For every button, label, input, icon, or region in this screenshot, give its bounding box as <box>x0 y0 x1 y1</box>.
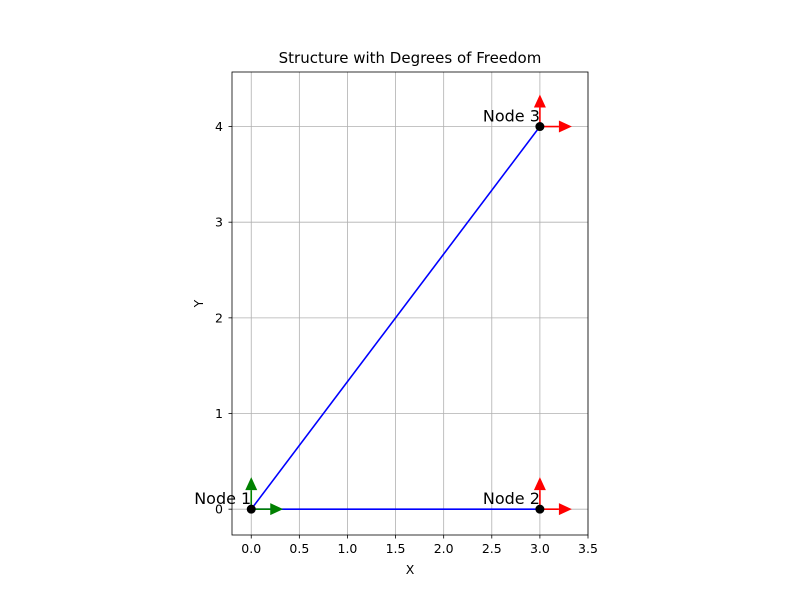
node-marker <box>535 122 545 132</box>
chart-title: Structure with Degrees of Freedom <box>279 49 542 67</box>
node-marker <box>246 504 256 514</box>
dof-arrow-head-x <box>558 120 572 133</box>
structure-elements <box>250 126 541 510</box>
x-tick-label: 2.0 <box>434 541 454 556</box>
axis-ticks: 0.0 0.5 1.0 1.5 2.0 2.5 3.0 3.5 0 1 2 3 4 <box>215 119 598 556</box>
x-tick-label: 0.0 <box>241 541 261 556</box>
x-tick-label: 2.5 <box>482 541 502 556</box>
dof-arrow-head-x <box>270 503 284 516</box>
node-label: Node 2 <box>483 489 540 508</box>
dof-arrows <box>245 94 572 516</box>
y-tick-label: 3 <box>215 215 223 230</box>
x-tick-label: 3.0 <box>530 541 550 556</box>
structure-element-line <box>250 126 541 510</box>
x-tick-label: 3.5 <box>578 541 598 556</box>
x-tick-label: 0.5 <box>289 541 309 556</box>
node-labels: Node 1 Node 2 Node 3 <box>194 107 540 509</box>
x-axis-label: X <box>406 562 415 577</box>
y-tick-label: 0 <box>215 502 223 517</box>
grid <box>232 72 589 535</box>
node-marker <box>535 504 545 514</box>
node-label: Node 3 <box>483 107 540 126</box>
y-tick-label: 1 <box>215 406 223 421</box>
y-tick-label: 2 <box>215 310 223 325</box>
dof-arrow-head-y <box>533 477 546 491</box>
structure-nodes <box>246 122 545 514</box>
y-tick-label: 4 <box>215 119 223 134</box>
plot-frame <box>231 71 589 536</box>
x-tick-label: 1.0 <box>338 541 358 556</box>
dof-arrow-head-y <box>533 94 546 108</box>
dof-arrow-head-x <box>558 503 572 516</box>
node-label: Node 1 <box>194 489 251 508</box>
dof-arrow-head-y <box>245 477 258 491</box>
y-axis-label: Y <box>191 299 206 308</box>
x-tick-label: 1.5 <box>386 541 406 556</box>
